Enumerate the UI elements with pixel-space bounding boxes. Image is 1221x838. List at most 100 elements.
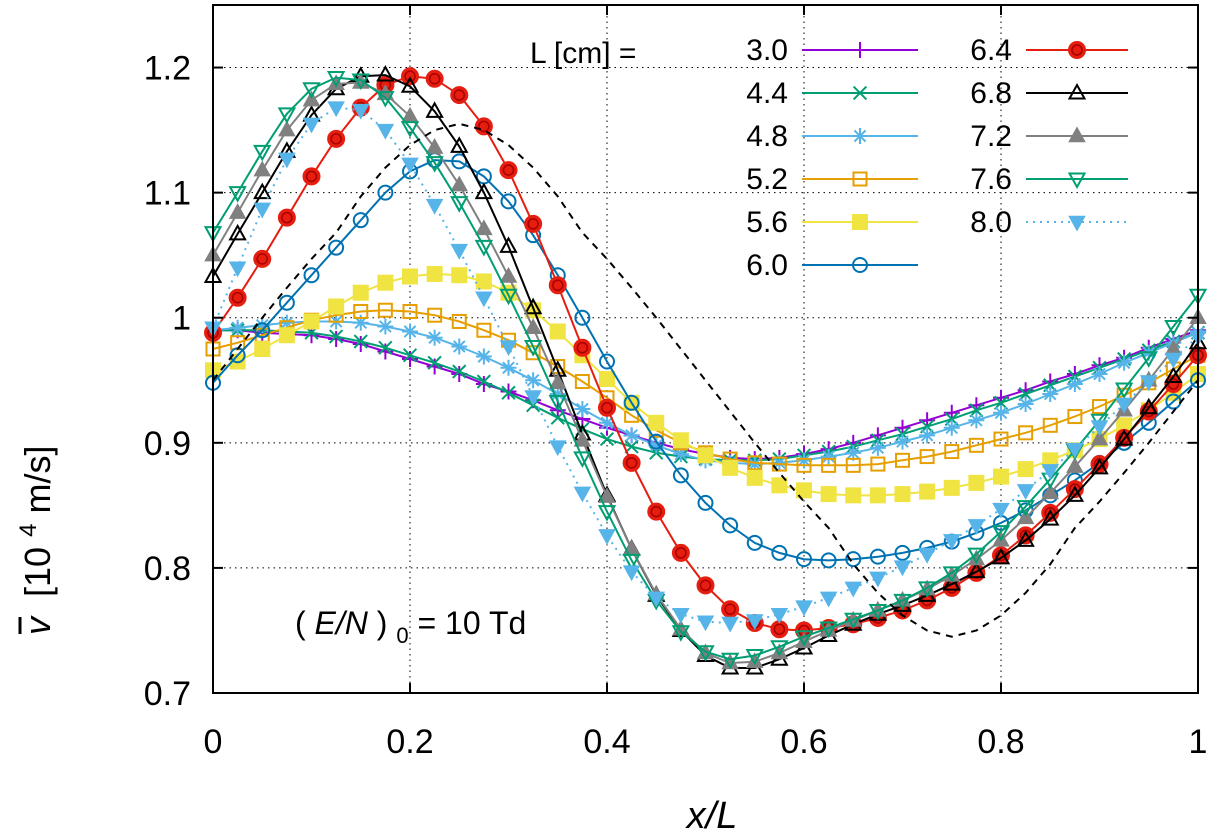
data-point (870, 456, 886, 472)
x-tick-label: 0.8 (977, 723, 1024, 761)
data-point (425, 156, 444, 173)
data-point (599, 371, 615, 388)
data-point (942, 574, 961, 591)
data-point (402, 348, 418, 363)
data-point (1016, 484, 1035, 500)
data-point (1090, 457, 1109, 475)
data-point (402, 268, 418, 285)
axis-ticks: 0 0.2 0.4 0.6 0.8 1 0.7 0.8 0.9 1 1.1 1.2 (144, 5, 1207, 761)
data-point (426, 358, 443, 375)
data-point (993, 395, 1009, 410)
data-point (499, 236, 518, 253)
data-point (573, 486, 592, 503)
data-point (451, 267, 468, 284)
data-point (278, 294, 295, 311)
data-point (402, 323, 418, 340)
data-point (918, 547, 936, 564)
legend-label: 7.2 (970, 120, 1012, 153)
data-point (401, 157, 419, 174)
data-point (993, 431, 1009, 447)
data-point (746, 534, 763, 551)
legend-marker (1068, 215, 1086, 232)
data-point (845, 551, 862, 568)
y-tick-label: 0.8 (144, 550, 191, 588)
data-point (746, 469, 763, 486)
data-point (943, 419, 960, 436)
data-point (254, 341, 271, 357)
legend-entry: 6.0 (746, 249, 918, 282)
data-point (476, 374, 491, 389)
annotation-value: = 10 Td (417, 605, 526, 641)
data-point (599, 414, 615, 431)
data-point (327, 101, 345, 118)
data-point (1114, 382, 1134, 400)
data-point-ring (576, 341, 589, 354)
data-point (647, 502, 666, 521)
data-point (549, 323, 566, 340)
data-point (845, 457, 861, 473)
data-point (821, 457, 837, 473)
data-point (696, 576, 715, 595)
data-point (747, 455, 763, 471)
data-point (820, 552, 837, 569)
data-point (326, 71, 346, 88)
data-point (845, 487, 862, 504)
legend-entry: 5.2 (746, 163, 918, 196)
data-point (351, 73, 370, 91)
data-point (622, 553, 641, 571)
series-line (212, 106, 1199, 624)
data-point (377, 184, 394, 201)
y-axis-unit-tail: m/s] (17, 446, 58, 514)
series-lines (203, 64, 1208, 675)
data-point (450, 243, 469, 260)
data-point (1017, 396, 1034, 413)
data-point (648, 437, 665, 454)
data-point (228, 288, 247, 307)
data-point (648, 414, 665, 431)
data-point (1016, 530, 1035, 547)
data-point (796, 551, 812, 568)
legend-marker (1067, 82, 1087, 100)
data-point (648, 433, 665, 450)
data-point (402, 303, 418, 319)
data-point (1139, 397, 1158, 415)
data-point (450, 136, 469, 153)
data-point (597, 505, 617, 522)
legend-label: 4.4 (746, 77, 788, 110)
series-line (212, 76, 1199, 661)
data-point (327, 129, 346, 148)
data-point (427, 307, 443, 323)
data-point (573, 451, 592, 468)
data-point (352, 212, 369, 229)
data-point (991, 525, 1011, 542)
x-tick-label: 0 (204, 723, 223, 761)
data-point (868, 603, 888, 621)
data-point (475, 291, 493, 308)
y-axis-label: v [10 4 m/s] (15, 446, 58, 635)
data-point (574, 401, 591, 418)
data-point (672, 467, 689, 484)
data-point (377, 343, 394, 360)
data-point (622, 453, 641, 472)
data-point (1092, 399, 1107, 415)
data-point (1041, 509, 1060, 526)
data-point (376, 91, 395, 108)
data-point (771, 477, 788, 494)
data-point (474, 239, 494, 257)
data-point (598, 487, 616, 503)
data-point (303, 313, 320, 330)
data-point (771, 544, 788, 561)
data-point (1114, 429, 1134, 446)
data-point (1164, 319, 1183, 337)
data-point (697, 447, 714, 464)
data-point (845, 444, 862, 461)
legend-marker-ring (1071, 44, 1083, 56)
x-tick-label: 0.4 (583, 723, 630, 761)
data-point (452, 364, 467, 379)
x-tick-label: 0.6 (780, 723, 827, 761)
data-point (254, 317, 271, 334)
data-point (500, 193, 517, 210)
data-point (499, 340, 518, 357)
legend-label: 8.0 (970, 206, 1012, 239)
data-point (820, 448, 837, 465)
